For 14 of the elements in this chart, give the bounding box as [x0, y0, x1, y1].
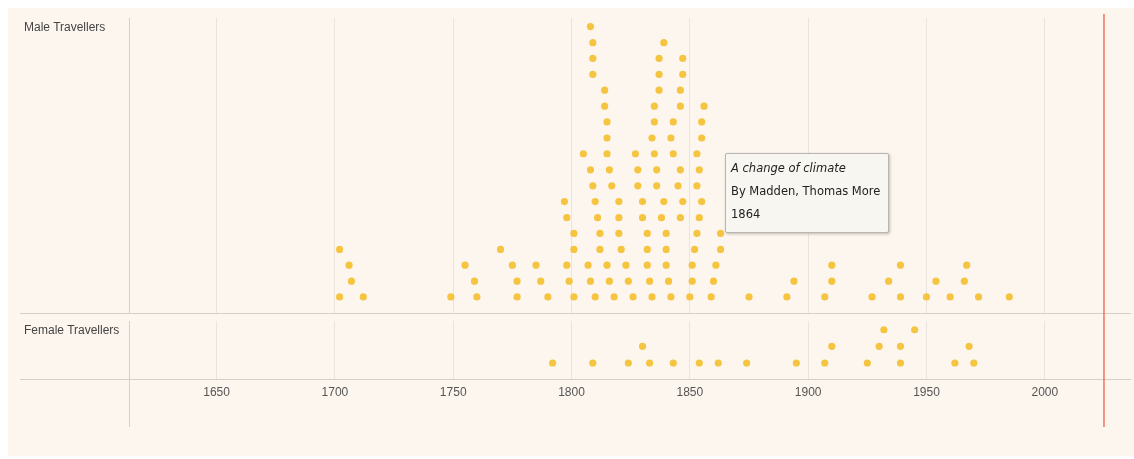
x-tick-label: 1650	[203, 385, 231, 400]
text: Male Travellers	[24, 20, 106, 35]
x-tick-label: 1850	[676, 385, 704, 400]
x-tick-label: 1950	[913, 385, 941, 400]
x-tick-label: 1800	[558, 385, 586, 400]
x-tick-label: 1700	[321, 385, 349, 400]
annotation: 1864	[731, 207, 762, 221]
x-tick-label: 2000	[1031, 385, 1059, 400]
x-tick-label: 1900	[794, 385, 822, 400]
x-tick-label: 1750	[439, 385, 467, 400]
text: Female Travellers	[24, 323, 120, 338]
annotation: By Madden, Thomas More	[731, 184, 882, 198]
tooltip: A change of climate By Madden, Thomas More 1864	[725, 153, 889, 233]
annotation: A change of climate	[731, 161, 847, 175]
